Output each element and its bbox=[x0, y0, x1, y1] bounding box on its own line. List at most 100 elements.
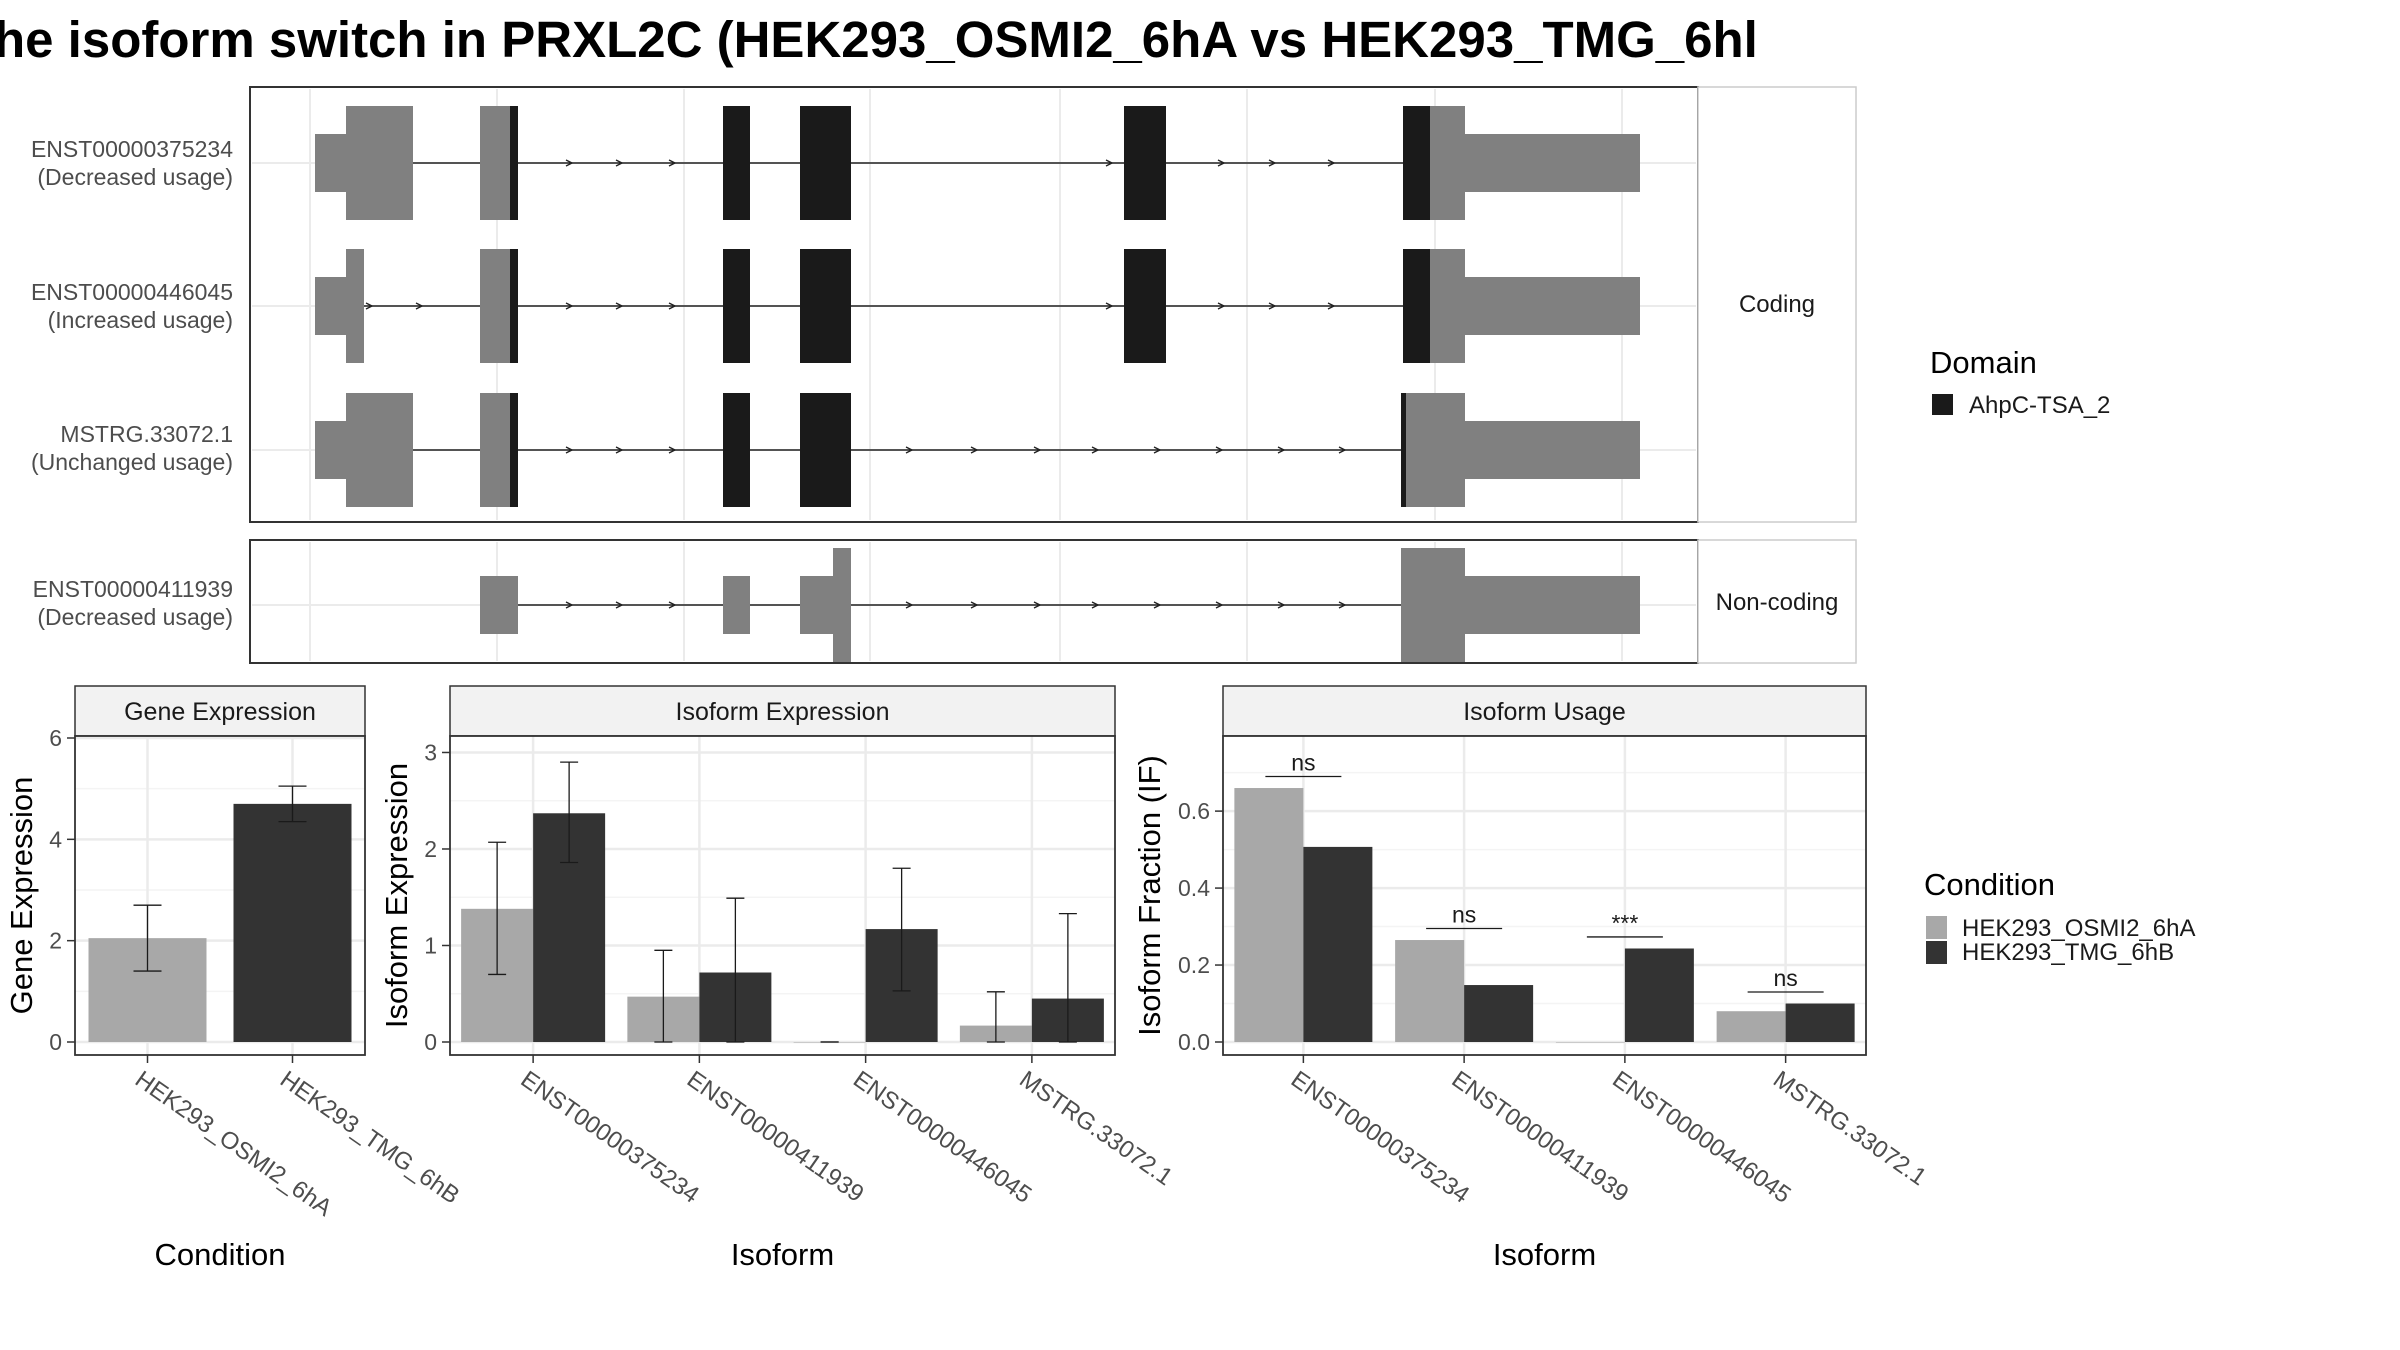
strand-arrow bbox=[1327, 302, 1336, 310]
strand-arrow bbox=[1217, 302, 1226, 310]
transcript-label-4-id: ENST00000411939 bbox=[33, 576, 233, 602]
strand-arrow bbox=[1268, 159, 1277, 167]
transcript-structures bbox=[315, 106, 1640, 662]
noncoding-facet-label: Non-coding bbox=[1716, 589, 1839, 616]
transcript-label-1-note: (Decreased usage) bbox=[37, 164, 233, 190]
strand-arrow bbox=[905, 601, 914, 609]
exon-segment bbox=[1465, 576, 1640, 634]
transcript-label-3-id: MSTRG.33072.1 bbox=[60, 421, 233, 447]
x-tick-label: ENST00000375234 bbox=[1286, 1066, 1474, 1209]
chart-title: Isoform Expression bbox=[676, 698, 890, 726]
strand-arrow bbox=[565, 159, 574, 167]
strand-arrow bbox=[1105, 159, 1114, 167]
x-tick-label: ENST00000411939 bbox=[1447, 1066, 1634, 1208]
bar bbox=[1555, 1042, 1625, 1043]
strand-arrow bbox=[565, 601, 574, 609]
domain-segment bbox=[800, 393, 851, 507]
x-axis-title: Isoform bbox=[731, 1237, 834, 1272]
exon-segment bbox=[480, 106, 513, 220]
transcript-label-2-id: ENST00000446045 bbox=[31, 279, 233, 305]
plot-border bbox=[449, 735, 1116, 1056]
domain-segment bbox=[800, 249, 851, 363]
exon-segment bbox=[480, 576, 518, 634]
transcript-structure-panel: Coding Non-coding ENST00000375234 (Decre… bbox=[31, 86, 1857, 664]
strand-arrow bbox=[668, 446, 677, 454]
exon-segment bbox=[480, 249, 513, 363]
transcript-label-1-id: ENST00000375234 bbox=[31, 136, 233, 162]
y-axis-title: Isoform Expression bbox=[379, 763, 414, 1028]
exon-segment bbox=[1465, 134, 1640, 192]
exon-segment bbox=[346, 393, 413, 507]
noncoding-facet-strip bbox=[1697, 539, 1857, 664]
y-tick-label: 2 bbox=[49, 928, 62, 954]
domain-legend: Domain AhpC-TSA_2 bbox=[1930, 345, 2110, 419]
strand-arrow bbox=[1033, 601, 1042, 609]
strand-arrow bbox=[365, 302, 374, 310]
x-tick-label: ENST00000411939 bbox=[682, 1066, 869, 1208]
transcript-label-2-note: (Increased usage) bbox=[48, 307, 233, 333]
significance-label: *** bbox=[1611, 910, 1638, 936]
strand-arrow bbox=[1338, 446, 1347, 454]
strand-arrow bbox=[1153, 446, 1162, 454]
domain-segment bbox=[1124, 249, 1166, 363]
y-tick-label: 4 bbox=[49, 826, 62, 852]
facet-strip bbox=[74, 685, 366, 737]
exon-segment bbox=[1430, 106, 1465, 220]
plot-border bbox=[1222, 735, 1867, 1056]
coding-facet-strip bbox=[1697, 86, 1857, 523]
exon-segment bbox=[346, 249, 364, 363]
facet-strip bbox=[1222, 685, 1867, 737]
exon-segment bbox=[1465, 421, 1640, 479]
exon-segment bbox=[1401, 548, 1465, 662]
bar bbox=[1234, 788, 1304, 1042]
domain-segment bbox=[800, 106, 851, 220]
x-axis-title: Condition bbox=[155, 1237, 286, 1272]
isoform-expression-chart: Isoform Expression0123ENST00000375234ENS… bbox=[379, 685, 1177, 1272]
strand-arrow bbox=[1215, 601, 1224, 609]
y-tick-label: 0.6 bbox=[1178, 798, 1210, 824]
domain-segment bbox=[723, 106, 750, 220]
y-tick-label: 6 bbox=[49, 725, 62, 751]
y-tick-label: 3 bbox=[424, 739, 437, 765]
strand-arrow bbox=[668, 302, 677, 310]
domain-segment bbox=[723, 393, 750, 507]
y-tick-label: 0.0 bbox=[1178, 1029, 1210, 1055]
plot-border bbox=[74, 735, 366, 1056]
strand-arrow bbox=[668, 159, 677, 167]
y-tick-label: 0 bbox=[424, 1029, 437, 1055]
strand-arrow bbox=[668, 601, 677, 609]
x-tick-label: MSTRG.33072.1 bbox=[1014, 1066, 1177, 1191]
strand-arrow bbox=[565, 446, 574, 454]
domain-segment bbox=[1401, 393, 1406, 507]
exon-segment bbox=[480, 393, 513, 507]
transcript-label-4-note: (Decreased usage) bbox=[37, 604, 233, 630]
y-tick-label: 0 bbox=[49, 1029, 62, 1055]
chart-title: Gene Expression bbox=[124, 698, 316, 726]
transcript-label-3-note: (Unchanged usage) bbox=[31, 449, 233, 475]
bar bbox=[1785, 1003, 1855, 1042]
x-tick-label: ENST00000446045 bbox=[848, 1066, 1036, 1209]
strand-arrow bbox=[1153, 601, 1162, 609]
bar bbox=[1624, 948, 1694, 1042]
condition-legend-label-a: HEK293_OSMI2_6hA bbox=[1962, 915, 2195, 942]
exon-segment bbox=[315, 134, 346, 192]
domain-legend-title: Domain bbox=[1930, 345, 2037, 380]
strand-arrow bbox=[615, 159, 624, 167]
coding-facet-label: Coding bbox=[1739, 291, 1815, 318]
strand-arrow bbox=[615, 302, 624, 310]
domain-segment bbox=[1403, 106, 1430, 220]
strand-arrow bbox=[1277, 601, 1286, 609]
strand-arrow bbox=[1091, 446, 1100, 454]
exon-segment bbox=[315, 277, 346, 335]
chart-title: Isoform Usage bbox=[1463, 698, 1626, 726]
strand-arrow bbox=[970, 446, 979, 454]
exon-segment bbox=[1465, 277, 1640, 335]
condition-legend-swatch-a bbox=[1926, 916, 1947, 939]
y-axis-title: Isoform Fraction (IF) bbox=[1132, 755, 1167, 1036]
condition-legend-swatch-b bbox=[1926, 941, 1947, 964]
exon-segment bbox=[315, 421, 346, 479]
domain-segment bbox=[1124, 106, 1166, 220]
domain-legend-swatch bbox=[1932, 394, 1953, 415]
condition-legend-title: Condition bbox=[1924, 867, 2055, 902]
strand-arrow bbox=[1277, 446, 1286, 454]
